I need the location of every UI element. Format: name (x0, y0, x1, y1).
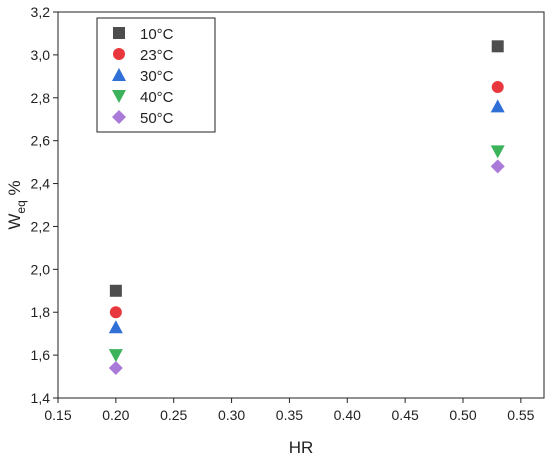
data-point (491, 40, 504, 53)
data-point (490, 159, 505, 174)
legend-marker (113, 27, 125, 39)
legend-marker (113, 48, 125, 60)
y-axis-title-main: W (5, 214, 24, 230)
legend-label: 30°C (140, 68, 174, 85)
y-tick-label: 2,8 (31, 90, 51, 106)
x-tick-label: 0.25 (160, 407, 187, 423)
y-tick-label: 2,6 (31, 133, 51, 149)
x-tick-label: 0.30 (218, 407, 245, 423)
y-axis-title-unit: % (5, 180, 24, 200)
legend-marker (112, 110, 126, 124)
y-tick-label: 3,0 (31, 47, 51, 63)
legend-marker (112, 68, 126, 81)
legend-label: 23°C (140, 47, 174, 64)
data-point (491, 81, 504, 94)
x-tick-label: 0.20 (102, 407, 129, 423)
x-tick-label: 0.40 (334, 407, 361, 423)
x-axis-title: HR (289, 438, 314, 457)
y-tick-label: 2,2 (31, 218, 51, 234)
data-point (109, 306, 122, 319)
data-point (490, 145, 505, 159)
data-point (108, 349, 123, 363)
y-tick-label: 3,2 (31, 4, 51, 20)
y-tick-label: 1,4 (31, 390, 51, 406)
legend-label: 50°C (140, 110, 174, 127)
x-axis: 0.15 0.20 0.25 0.30 0.35 0.40 0.45 0.50 0.55 (44, 398, 535, 423)
y-tick-label: 1,6 (31, 347, 51, 363)
x-tick-label: 0.15 (44, 407, 71, 423)
y-tick-label: 2,0 (31, 261, 51, 277)
x-tick-label: 0.35 (276, 407, 303, 423)
plot-frame (57, 11, 545, 399)
data-points (108, 40, 505, 375)
legend-marker (112, 90, 126, 103)
y-tick-label: 1,8 (31, 304, 51, 320)
y-tick-label: 2,4 (31, 176, 51, 192)
x-tick-label: 0.50 (449, 407, 476, 423)
legend: 10°C 23°C 30°C 40°C 50°C (96, 17, 216, 133)
y-axis: 1,4 1,6 1,8 2,0 2,2 2,4 2,6 2,8 3,0 3,2 (31, 4, 58, 406)
x-tick-label: 0.55 (507, 407, 534, 423)
data-point (490, 99, 505, 113)
y-axis-title: Weq % (5, 180, 28, 229)
data-point (108, 320, 123, 334)
data-point (109, 284, 122, 297)
legend-label: 10°C (140, 26, 174, 43)
data-point (108, 360, 123, 375)
x-tick-label: 0.45 (392, 407, 419, 423)
legend-label: 40°C (140, 89, 174, 106)
y-axis-title-subscript: eq (14, 200, 28, 213)
